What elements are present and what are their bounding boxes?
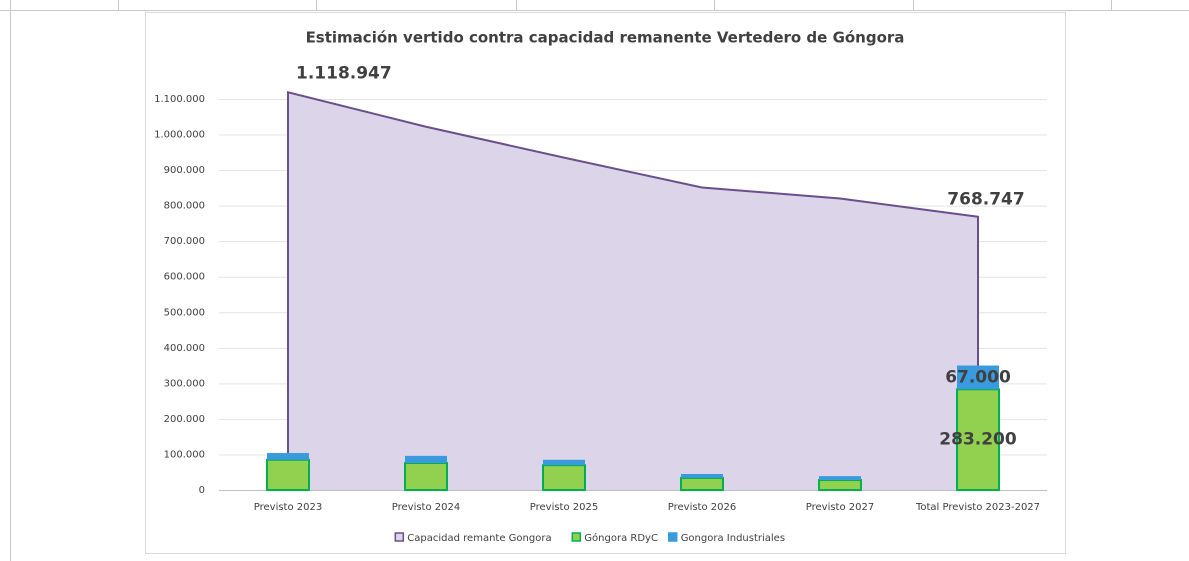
- legend-swatch: [571, 532, 582, 542]
- area-line: [287, 90, 979, 490]
- bar-segment: [819, 476, 861, 481]
- bar-segment: [542, 464, 586, 492]
- y-tick-label: 200.000: [164, 414, 205, 425]
- bar-segment: [681, 474, 723, 478]
- y-tick-label: 600.000: [164, 272, 205, 283]
- x-tick-label: Total Previsto 2023-2027: [915, 502, 1040, 513]
- legend-swatch: [667, 532, 678, 542]
- legend-label: Gongora Industriales: [681, 533, 785, 544]
- chart-title: Estimación vertido contra capacidad rema…: [306, 29, 905, 47]
- bar-segment: [956, 388, 1000, 491]
- bar-segment: [266, 458, 310, 492]
- y-tick-label: 900.000: [164, 165, 205, 176]
- bar-segment: [405, 455, 447, 463]
- y-tick-label: 400.000: [164, 343, 205, 354]
- legend-label: Góngora RDyC: [584, 532, 658, 544]
- y-tick-label: 700.000: [164, 236, 205, 247]
- x-tick-label: Previsto 2026: [668, 502, 736, 513]
- x-tick-label: Previsto 2024: [392, 502, 460, 513]
- y-tick-label: 500.000: [164, 307, 205, 318]
- x-tick-label: Previsto 2025: [530, 502, 598, 513]
- legend: Capacidad remante Gongora Góngora RDyC Gon…: [394, 532, 785, 544]
- bar-segment: [818, 479, 862, 491]
- bar-segment: [404, 461, 448, 491]
- x-tick-label: Previsto 2027: [806, 502, 874, 513]
- y-tick-label: 100.000: [164, 449, 205, 460]
- bar-segment: [957, 365, 999, 390]
- y-tick-label: 300.000: [164, 378, 205, 389]
- legend-label: Capacidad remante Gongora: [407, 533, 551, 544]
- legend-swatch: [394, 532, 405, 542]
- y-tick-label: 1.100.000: [154, 94, 205, 105]
- bar-segment: [543, 459, 585, 466]
- data-label: 768.747: [947, 190, 1024, 210]
- data-label: 1.118.947: [296, 63, 392, 83]
- area: [288, 92, 978, 491]
- y-tick-label: 800.000: [164, 201, 205, 212]
- y-tick-label: 1.000.000: [154, 130, 205, 141]
- bar-segment: [680, 476, 724, 492]
- data-label: 283.200: [939, 430, 1017, 450]
- data-label: 67.000: [945, 367, 1011, 387]
- x-tick-label: Previsto 2023: [254, 502, 322, 513]
- y-tick-label: 0: [199, 485, 205, 496]
- plot: 283.200 67.000 1.118.947 768.747: [266, 63, 1025, 492]
- bar-segment: [267, 453, 309, 460]
